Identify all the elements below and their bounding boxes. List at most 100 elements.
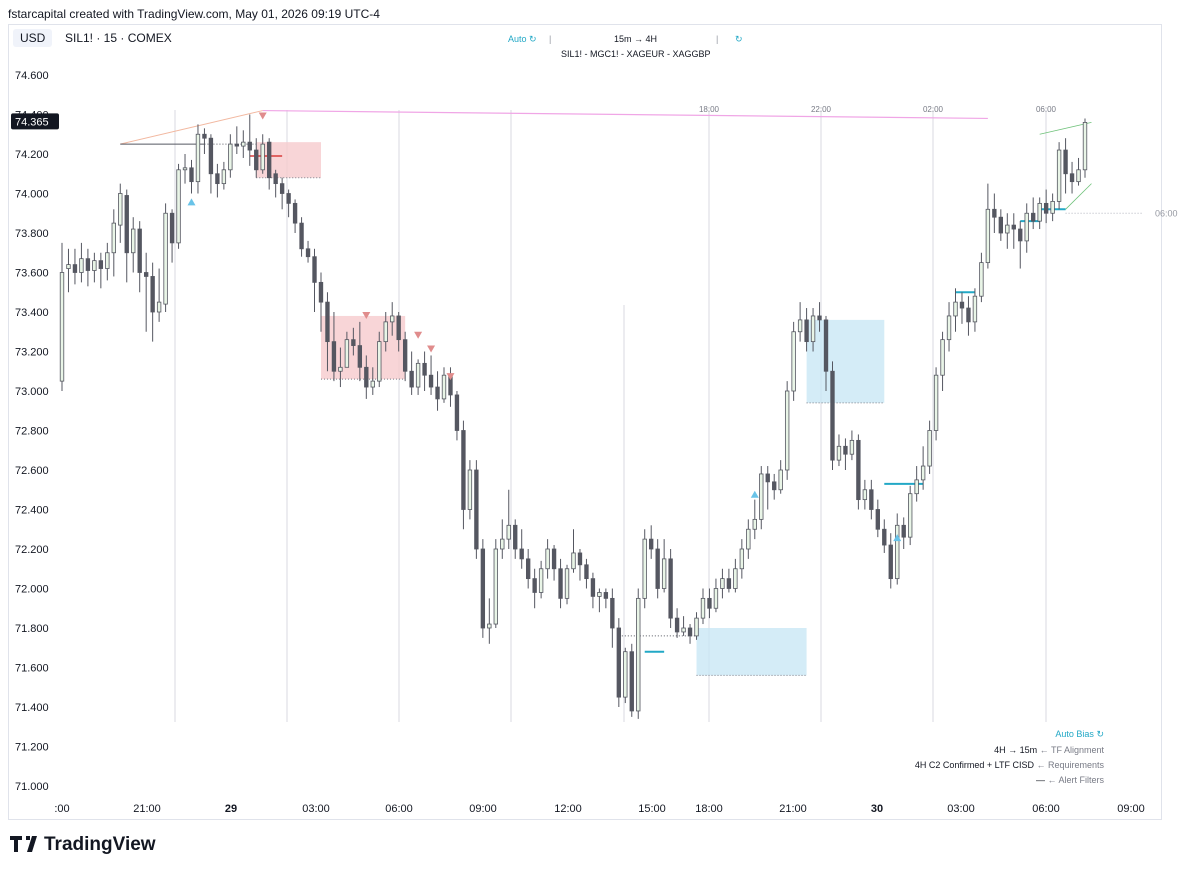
bear-candle [279,183,285,194]
bull-candle [784,390,790,471]
bull-candle [545,548,550,570]
y-axis-label: 73.000 [15,386,49,398]
bear-candle [765,473,770,483]
bear-candle [305,248,311,258]
bull-candle [933,374,939,431]
bull-candle [759,473,764,520]
bull-candle [979,262,984,297]
bearish-signal-marker [258,112,267,120]
bull-candle [111,222,116,254]
legend-hint: ← Alert Filters [1047,775,1104,785]
x-axis-label: 09:00 [469,803,497,815]
bear-candle [655,548,660,589]
bear-candle [474,469,479,550]
currency-selector[interactable]: USD [13,29,53,47]
y-axis-label: 74.000 [15,189,49,201]
legend-hint: ← TF Alignment [1039,745,1104,755]
bear-candle [435,386,440,400]
tradingview-logo[interactable]: TradingView [10,834,156,856]
bull-candle [836,445,842,461]
auto-toggle[interactable]: Auto ↻ [508,34,537,45]
bull-candle [66,264,71,269]
session-label: 06:00 [1036,105,1057,114]
bull-candle [597,592,602,597]
bull-candle [105,252,110,269]
bear-candle [234,143,239,147]
bear-candle [1018,228,1023,242]
bear-candle [610,597,615,629]
bear-candle [959,301,965,309]
bull-candle [163,212,168,305]
bear-candle [331,341,337,372]
bull-candle [946,315,952,341]
legend-value: 4H C2 Confirmed + LTF CISD [914,760,1034,770]
y-axis-label: 73.800 [15,228,49,240]
bull-candle [182,167,188,171]
bear-candle [409,370,414,388]
bull-candle [156,301,162,313]
bearish-signal-marker [427,345,436,353]
symbol-label[interactable]: SIL1! · 15 · COMEX [65,31,172,45]
x-axis-label: 06:00 [385,803,413,815]
x-axis-label: 29 [225,803,237,815]
bull-candle [92,260,97,271]
bear-candle [85,258,91,271]
bull-candle [940,339,945,376]
refresh-icon[interactable]: ↻ [735,34,743,44]
bear-candle [823,319,829,372]
y-axis-label: 71.200 [15,742,49,754]
bull-candle [131,228,136,254]
bear-candle [1031,212,1036,222]
bull-candle [506,524,511,540]
trend-line [120,110,263,145]
bull-candle [1037,202,1042,222]
bear-candle [584,564,589,580]
bear-candle [590,578,596,597]
bear-candle [998,216,1004,234]
bear-candle [357,345,363,368]
legend-hint: ← Requirements [1036,760,1104,770]
bear-candle [649,538,654,550]
bear-candle [551,548,557,570]
bull-candle [694,617,699,637]
y-axis-label: 74.200 [15,149,49,161]
bear-candle [966,307,971,323]
widget-divider: | [549,34,552,44]
bear-candle [668,558,673,619]
bear-candle [830,370,835,461]
bull-candle [1024,212,1029,242]
bear-candle [318,281,324,303]
refresh-icon: ↻ [1096,729,1104,739]
bull-candle [338,366,343,372]
legend-value: — [1035,775,1045,785]
bear-candle [286,193,291,204]
bull-candle [228,143,233,171]
bear-candle [422,362,427,376]
bear-candle [396,315,401,341]
bull-candle [908,493,913,538]
bull-zone [696,628,807,676]
bear-candle [674,617,680,633]
y-axis-label: 71.000 [15,781,49,793]
bull-candle [713,588,719,609]
bear-candle [247,141,252,151]
bull-candle [778,469,783,491]
x-axis-label: 30 [871,803,883,815]
legend-value: 4H → 15m [994,745,1038,755]
widget-divider-2: | [716,34,719,44]
bear-candle [461,430,466,510]
bear-candle [856,439,861,501]
bear-candle [402,339,408,372]
bear-candle [869,489,874,510]
bull-candle [746,528,751,550]
legend-row-filters: — ← Alert Filters [1036,775,1104,785]
bull-candle [370,380,375,388]
bear-candle [351,339,356,346]
x-axis-label: 03:00 [947,803,975,815]
liquidity-line [262,109,988,120]
bear-candle [143,272,149,277]
symbols-list: SIL1! - MGC1! - XAGEUR - XAGGBP [561,49,711,59]
trend-line [1065,183,1092,210]
y-axis-label: 72.000 [15,584,49,596]
